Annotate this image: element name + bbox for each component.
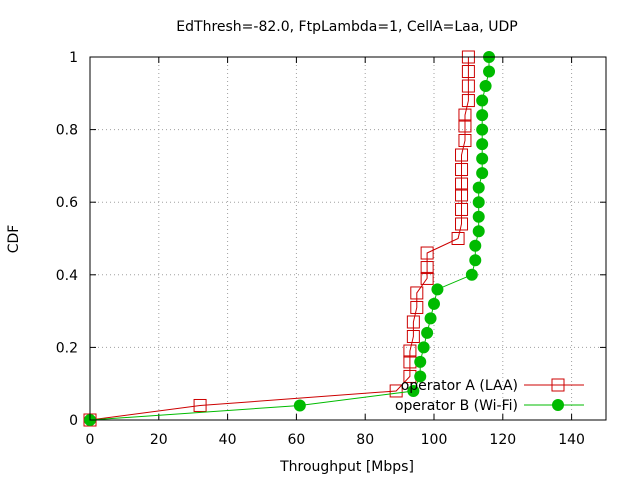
y-tick-label: 0.4 — [56, 268, 78, 284]
data-point — [476, 152, 489, 165]
data-point — [293, 399, 306, 412]
data-point — [455, 217, 469, 231]
data-point — [455, 202, 469, 216]
y-axis-label: CDF — [6, 225, 22, 254]
x-tick-label: 0 — [86, 432, 95, 448]
data-point — [461, 65, 475, 79]
data-point — [407, 384, 420, 397]
y-tick-label: 0.2 — [56, 340, 78, 356]
y-tick-label: 0.6 — [56, 195, 78, 211]
data-point — [406, 315, 420, 329]
data-point — [410, 286, 424, 300]
x-tick-label: 80 — [356, 432, 374, 448]
x-tick-label: 120 — [489, 432, 516, 448]
y-tick-label: 0 — [69, 413, 78, 429]
data-point — [476, 138, 489, 151]
data-point — [406, 330, 420, 344]
data-point — [472, 210, 485, 223]
data-point — [193, 398, 207, 412]
x-tick-label: 60 — [287, 432, 305, 448]
data-point — [455, 163, 469, 177]
legend-label: operator A (LAA) — [401, 378, 518, 394]
data-point — [472, 181, 485, 194]
x-tick-label: 40 — [219, 432, 237, 448]
data-point — [403, 344, 417, 358]
data-point — [476, 94, 489, 107]
data-point — [455, 177, 469, 191]
data-point — [472, 196, 485, 209]
data-point — [479, 80, 492, 93]
legend: operator A (LAA) operator B (Wi-Fi) — [395, 378, 584, 414]
data-point — [483, 65, 496, 78]
data-point — [472, 225, 485, 238]
data-point — [476, 167, 489, 180]
data-point — [410, 300, 424, 314]
grid-lines — [90, 57, 606, 420]
data-point — [420, 271, 434, 285]
series-line — [89, 57, 490, 421]
data-point — [465, 268, 478, 281]
data-point — [455, 148, 469, 162]
y-tick-label: 1 — [69, 50, 78, 66]
data-point — [421, 326, 434, 339]
x-tick-label: 20 — [150, 432, 168, 448]
data-point — [469, 254, 482, 267]
y-tick-label: 0.8 — [56, 123, 78, 139]
data-point — [420, 246, 434, 260]
data-point — [469, 239, 482, 252]
data-point — [461, 94, 475, 108]
data-point — [389, 384, 403, 398]
legend-marker — [552, 399, 564, 411]
series-1 — [84, 51, 496, 426]
x-axis-label: Throughput [Mbps] — [279, 459, 414, 475]
data-point — [428, 297, 440, 310]
x-tick-label: 100 — [421, 432, 448, 448]
plot-frame — [89, 56, 607, 421]
data-point — [458, 108, 472, 122]
data-point — [414, 370, 427, 383]
data-point — [420, 261, 434, 275]
data-point — [458, 133, 472, 147]
axis-ticks: 0 20 40 60 80 100 120 140 0 0.2 0.4 0.6 0.8 1 — [56, 50, 606, 448]
series-0 — [83, 50, 475, 427]
series-line — [89, 57, 469, 421]
legend-label: operator B (Wi-Fi) — [395, 398, 518, 414]
data-series — [83, 50, 496, 427]
data-point — [455, 188, 469, 202]
data-point — [424, 312, 437, 325]
data-point — [476, 109, 489, 122]
data-point — [476, 123, 489, 136]
data-point — [461, 79, 475, 93]
data-point — [451, 232, 465, 245]
data-point — [414, 355, 427, 368]
legend-marker — [551, 378, 565, 392]
data-point — [431, 283, 444, 296]
x-tick-label: 140 — [558, 432, 585, 448]
chart-title: EdThresh=-82.0, FtpLambda=1, CellA=Laa, … — [176, 19, 517, 35]
data-point — [417, 341, 430, 354]
data-point — [458, 119, 472, 133]
